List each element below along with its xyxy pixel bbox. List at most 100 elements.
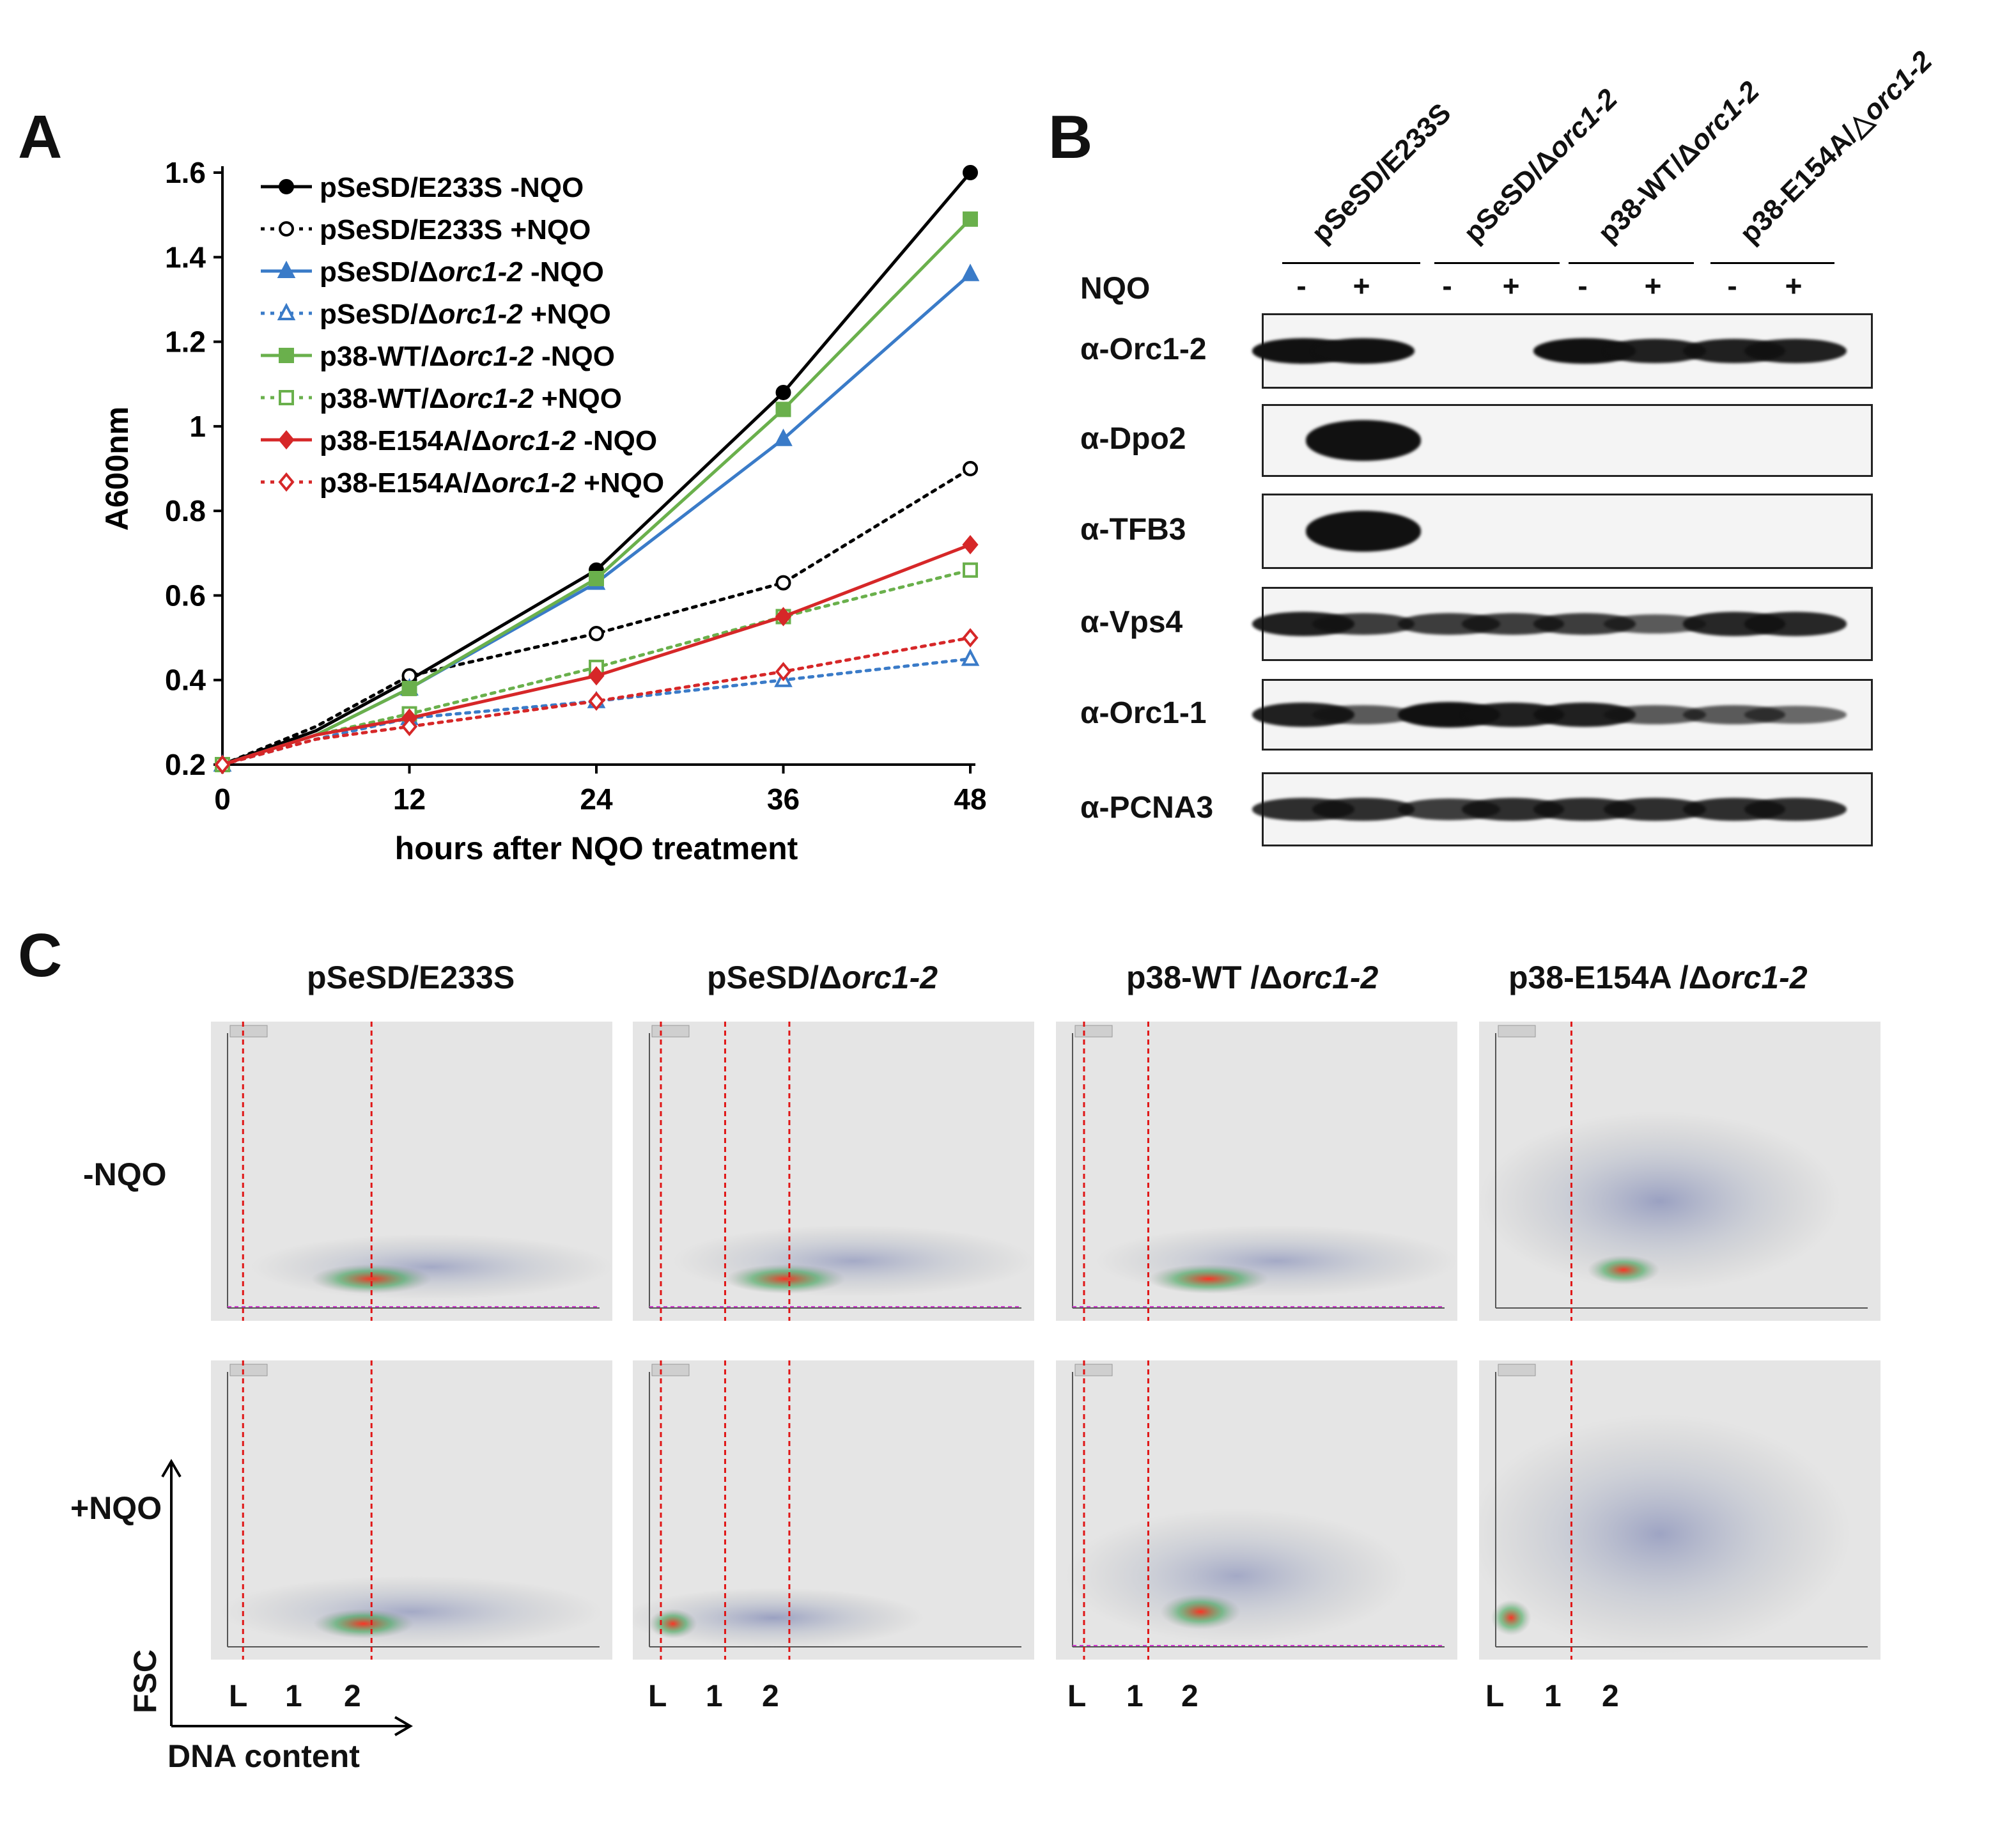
flow-plot-canvas: [623, 1360, 1021, 1660]
flow-column-title: pSeSD/E233S: [307, 960, 515, 995]
legend-marker: [279, 390, 294, 405]
flow-density: [1160, 1594, 1241, 1630]
dna-tick-label: 1: [1126, 1679, 1144, 1713]
growth-chart: 0.2 0.4 0.6 0.8 1 1.2 1.4 1.6 0 12 24 36 48 hours aft…: [99, 156, 987, 866]
flow-plot: [1056, 1360, 1457, 1660]
flow-plot: [1469, 1360, 1880, 1660]
legend-marker: [277, 260, 296, 278]
data-point: [962, 628, 979, 648]
y-tick-label: 0.4: [165, 664, 206, 697]
blot-row-label: α-Orc1-1: [1080, 696, 1207, 730]
y-axis-label: A600nm: [99, 407, 135, 531]
series-7: [214, 628, 979, 775]
blot-row-label: α-Vps4: [1080, 605, 1183, 639]
flow-density: [1096, 1225, 1457, 1297]
flow-dropdown: [1498, 1364, 1536, 1376]
blot-band: [1744, 797, 1847, 821]
lane-group-line: [1282, 262, 1420, 264]
flow-column-title: p38-E154A /Δorc1-2: [1508, 960, 1808, 995]
lane-group-line: [1710, 262, 1834, 264]
nqo-sign: -: [1727, 269, 1737, 302]
flow-plot: [623, 1360, 1034, 1660]
flow-column-title: p38-WT /Δorc1-2: [1126, 960, 1379, 995]
flow-density: [1148, 1264, 1269, 1294]
flow-row-label: -NQO: [83, 1156, 167, 1192]
chart-series: [213, 165, 980, 775]
flow-plot: [211, 1360, 612, 1660]
flow-axes-arrows: [161, 1459, 413, 1736]
x-tick-label: 48: [954, 783, 986, 816]
data-point: [588, 691, 605, 711]
nqo-sign: +: [1353, 269, 1370, 302]
data-point: [775, 607, 792, 627]
dna-content-label: DNA content: [167, 1738, 360, 1774]
legend-label: pSeSD/E233S -NQO: [320, 172, 584, 203]
series-line: [221, 636, 972, 767]
flow-plot: [1479, 1022, 1880, 1321]
nqo-sign: +: [1785, 269, 1803, 302]
dna-tick-label: 2: [762, 1679, 779, 1713]
series-line: [221, 543, 972, 767]
legend-marker: [278, 472, 295, 492]
flow-dropdown: [1498, 1025, 1536, 1038]
nqo-sign: -: [1296, 269, 1307, 302]
flow-density: [672, 1225, 1034, 1297]
flow-density: [725, 1264, 846, 1294]
dna-tick-label: 1: [706, 1679, 723, 1713]
dna-tick-label: L: [1485, 1679, 1505, 1713]
chart-legend: pSeSD/E233S -NQO pSeSD/E233S +NQO pSeSD/Δo…: [261, 172, 664, 499]
y-tick-label: 1.6: [165, 156, 206, 189]
y-tick-label: 0.2: [165, 748, 206, 781]
data-point: [963, 165, 978, 180]
panel-a-letter: A: [18, 103, 63, 171]
nqo-sign: +: [1502, 269, 1520, 302]
blot-band: [1306, 511, 1421, 552]
dna-tick-label: 1: [1544, 1679, 1562, 1713]
flow-plot: [1056, 1022, 1457, 1321]
blot-band: [1306, 420, 1421, 461]
lane-group-line: [1434, 262, 1560, 264]
data-point: [961, 263, 980, 281]
data-point: [963, 461, 978, 476]
data-point: [963, 211, 978, 227]
blot-row-label: α-Orc1-2: [1080, 332, 1207, 366]
legend-marker: [279, 179, 294, 194]
x-tick-label: 12: [393, 783, 426, 816]
y-tick-label: 1.2: [165, 325, 206, 359]
chart-axes: 0.2 0.4 0.6 0.8 1 1.2 1.4 1.6 0 12 24 36 48 hours aft…: [99, 156, 987, 866]
blot-band: [1744, 338, 1847, 364]
flow-density: [313, 1608, 414, 1639]
legend-marker: [278, 430, 295, 450]
blot-band: [1744, 612, 1847, 636]
y-tick-label: 1.4: [165, 240, 206, 274]
blot-row-label: α-TFB3: [1080, 513, 1186, 547]
flow-dropdown: [229, 1364, 268, 1376]
x-axis-label: hours after NQO treatment: [395, 830, 798, 866]
legend-label: p38-E154A/Δorc1-2 -NQO: [320, 425, 657, 456]
legend-marker: [277, 302, 296, 320]
lane-group-line: [1569, 262, 1694, 264]
data-point: [775, 401, 791, 417]
data-point: [775, 575, 791, 591]
dna-tick-label: 2: [1181, 1679, 1198, 1713]
flow-plot: [211, 1022, 612, 1321]
blot-row-label: α-Dpo2: [1080, 422, 1186, 456]
nqo-label: NQO: [1080, 272, 1151, 306]
flow-plot-canvas: [1479, 1022, 1868, 1321]
flow-plot-canvas: [1072, 1022, 1457, 1321]
y-tick-label: 0.6: [165, 579, 206, 612]
nqo-sign: -: [1578, 269, 1588, 302]
data-point: [588, 666, 605, 686]
y-tick-label: 1: [189, 410, 206, 443]
flow-plot-canvas: [221, 1360, 603, 1660]
dna-tick-label: L: [1067, 1679, 1087, 1713]
data-point: [401, 717, 418, 736]
flow-dropdown: [651, 1025, 690, 1038]
nqo-sign: +: [1644, 269, 1662, 302]
data-point: [589, 570, 604, 586]
legend-marker: [279, 221, 294, 237]
data-point: [961, 648, 980, 666]
blot-membrane: [1252, 679, 1873, 751]
legend-label: p38-WT/Δorc1-2 -NQO: [320, 341, 615, 372]
x-tick-label: 0: [214, 783, 231, 816]
